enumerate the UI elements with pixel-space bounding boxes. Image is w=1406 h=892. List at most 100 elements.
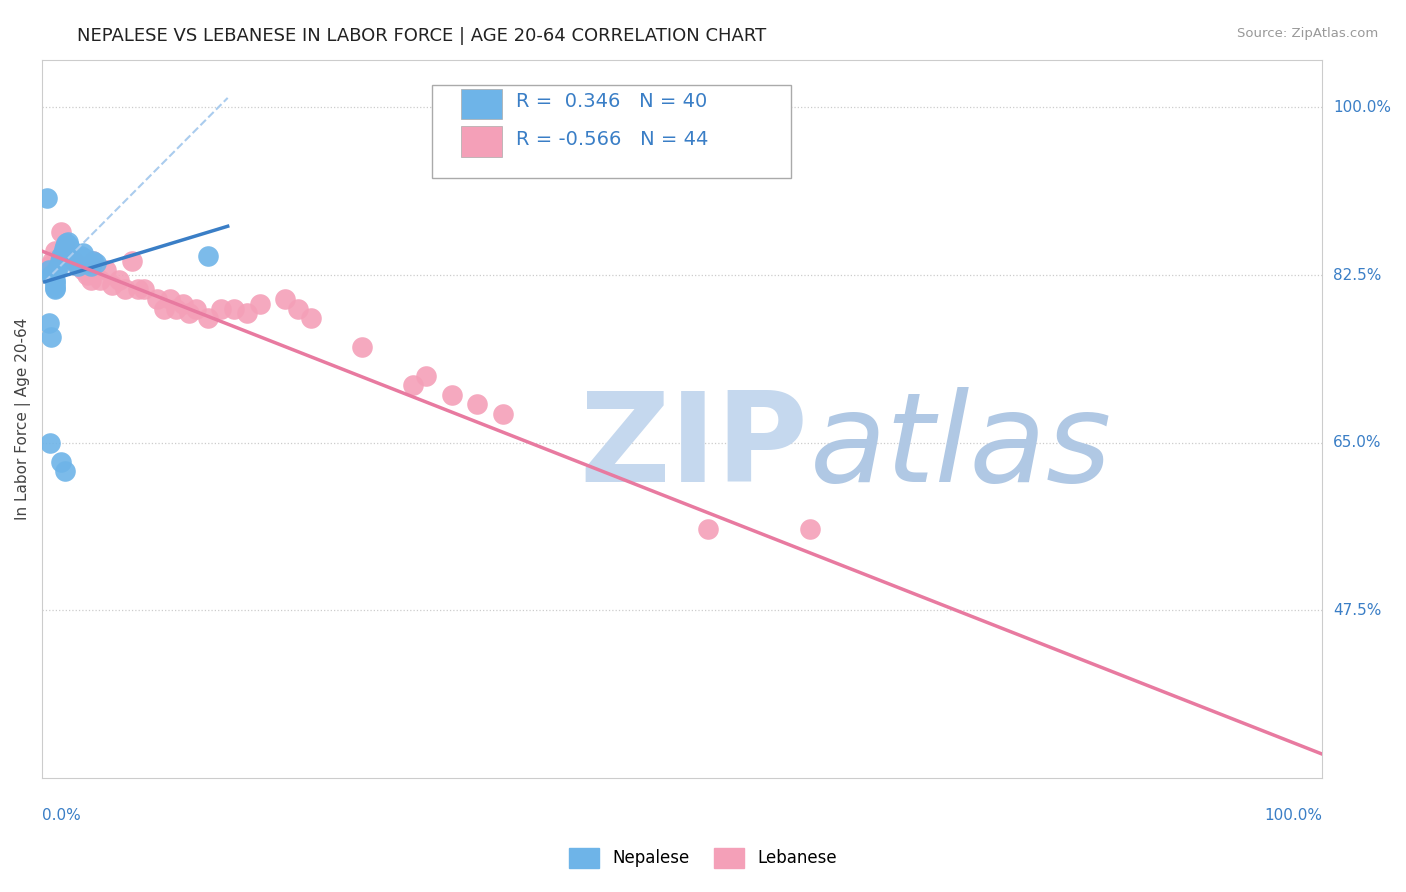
Point — [53, 239, 76, 253]
Point — [197, 249, 219, 263]
Point — [84, 255, 107, 269]
Point — [66, 259, 89, 273]
Point — [69, 249, 91, 263]
Point — [80, 259, 103, 273]
Point — [56, 235, 79, 249]
Point — [51, 455, 73, 469]
Point — [44, 273, 66, 287]
Point — [38, 435, 60, 450]
Point — [49, 253, 72, 268]
Point — [172, 297, 194, 311]
Point — [440, 388, 463, 402]
Point — [101, 277, 124, 292]
Legend: Nepalese, Lebanese: Nepalese, Lebanese — [562, 841, 844, 875]
Point — [53, 239, 76, 253]
Point — [38, 263, 60, 277]
Text: R =  0.346   N = 40: R = 0.346 N = 40 — [516, 93, 707, 112]
Point — [41, 253, 63, 268]
Point — [696, 522, 718, 536]
Point — [52, 242, 75, 256]
Point — [249, 297, 271, 311]
Point — [108, 273, 131, 287]
Point — [114, 283, 136, 297]
Point — [62, 246, 84, 260]
Point — [53, 465, 76, 479]
Text: Source: ZipAtlas.com: Source: ZipAtlas.com — [1237, 27, 1378, 40]
Text: NEPALESE VS LEBANESE IN LABOR FORCE | AGE 20-64 CORRELATION CHART: NEPALESE VS LEBANESE IN LABOR FORCE | AG… — [77, 27, 766, 45]
Point — [799, 522, 821, 536]
Text: atlas: atlas — [810, 387, 1112, 508]
Point — [299, 311, 322, 326]
Point — [492, 407, 515, 421]
Point — [39, 268, 62, 282]
Point — [134, 283, 156, 297]
Point — [41, 268, 63, 282]
Point — [65, 253, 87, 268]
Point — [52, 246, 75, 260]
Point — [121, 253, 143, 268]
Point — [197, 311, 219, 326]
Text: 100.0%: 100.0% — [1264, 808, 1322, 823]
Point — [66, 259, 89, 273]
Point — [76, 268, 98, 282]
Point — [69, 259, 91, 273]
Point — [465, 397, 488, 411]
Point — [39, 330, 62, 344]
Point — [82, 253, 104, 268]
Point — [37, 192, 59, 206]
Point — [66, 255, 89, 269]
Point — [51, 225, 73, 239]
Point — [42, 271, 65, 285]
Point — [63, 249, 86, 263]
Point — [75, 252, 97, 266]
Point — [222, 301, 245, 316]
Point — [72, 263, 94, 277]
Point — [179, 306, 201, 320]
Text: R = -0.566   N = 44: R = -0.566 N = 44 — [516, 130, 709, 149]
Point — [38, 316, 60, 330]
Point — [287, 301, 309, 316]
Point — [48, 259, 70, 273]
Point — [51, 249, 73, 263]
Point — [59, 242, 82, 256]
Point — [44, 283, 66, 297]
Text: ZIP: ZIP — [579, 387, 808, 508]
Point — [38, 259, 60, 273]
Point — [209, 301, 232, 316]
Text: 100.0%: 100.0% — [1333, 100, 1391, 115]
Point — [274, 292, 297, 306]
Point — [60, 244, 83, 259]
Point — [402, 378, 425, 392]
Point — [82, 253, 104, 268]
FancyBboxPatch shape — [433, 85, 790, 178]
Point — [44, 275, 66, 289]
Y-axis label: In Labor Force | Age 20-64: In Labor Force | Age 20-64 — [15, 318, 31, 520]
Point — [46, 261, 69, 276]
Point — [236, 306, 259, 320]
Point — [415, 368, 437, 383]
Text: 82.5%: 82.5% — [1333, 268, 1381, 283]
Text: 47.5%: 47.5% — [1333, 603, 1381, 618]
Point — [352, 340, 374, 354]
Point — [152, 301, 174, 316]
FancyBboxPatch shape — [461, 127, 502, 157]
Point — [55, 236, 77, 251]
Point — [94, 263, 117, 277]
Point — [58, 239, 80, 253]
Point — [44, 277, 66, 292]
Point — [44, 280, 66, 294]
Point — [44, 244, 66, 259]
Point — [56, 249, 79, 263]
Text: 65.0%: 65.0% — [1333, 435, 1382, 450]
Point — [184, 301, 207, 316]
Point — [166, 301, 188, 316]
Point — [146, 292, 169, 306]
Point — [72, 246, 94, 260]
Text: 0.0%: 0.0% — [42, 808, 82, 823]
Point — [80, 273, 103, 287]
Point — [63, 253, 86, 268]
Point — [127, 283, 149, 297]
Point — [159, 292, 181, 306]
FancyBboxPatch shape — [461, 89, 502, 120]
Point — [89, 273, 111, 287]
